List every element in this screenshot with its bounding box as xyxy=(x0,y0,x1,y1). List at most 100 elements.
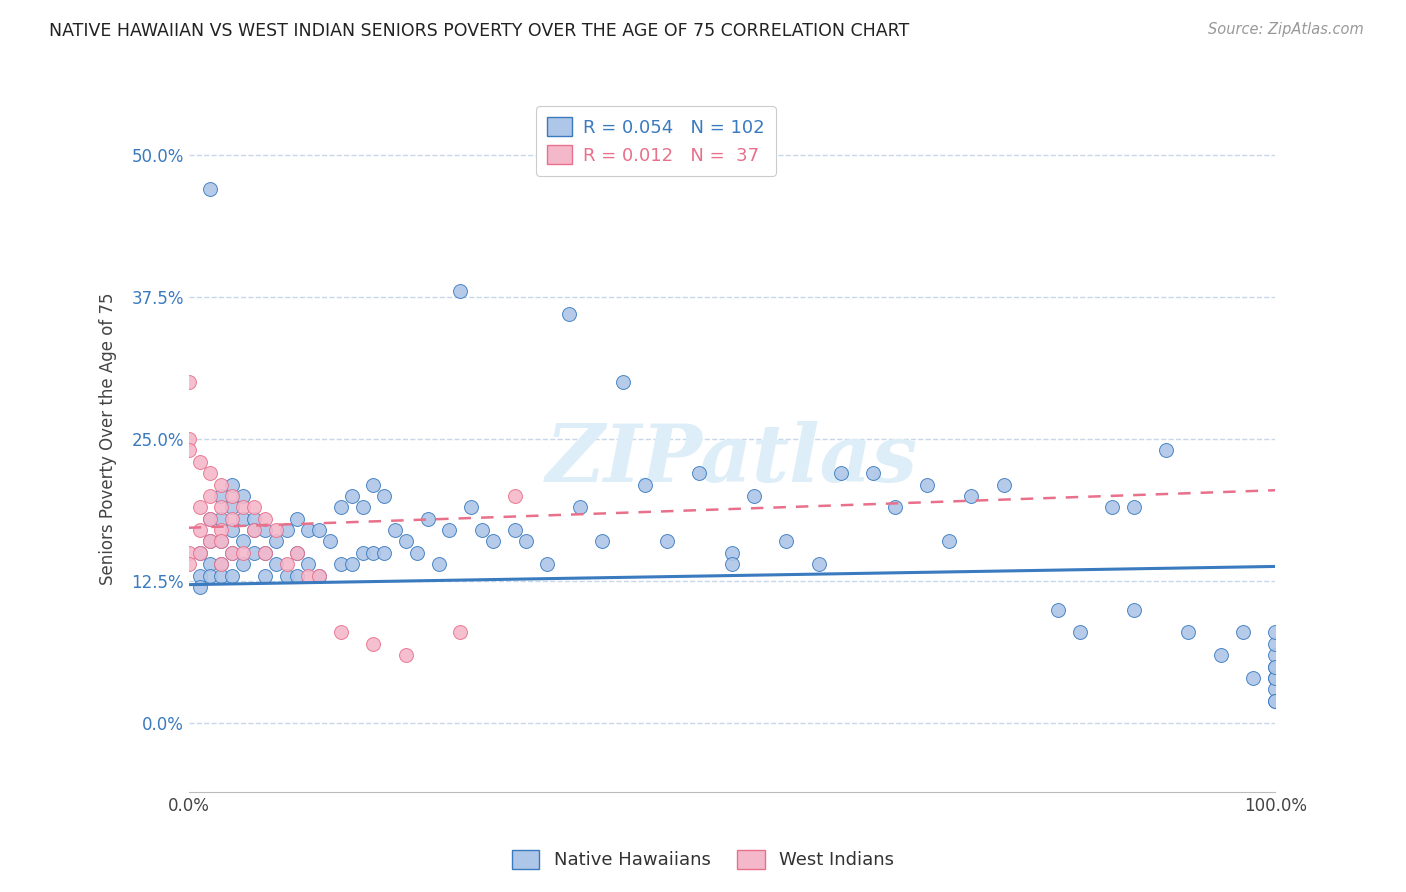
Point xyxy=(253,523,276,537)
Point xyxy=(209,534,232,549)
Point xyxy=(177,546,200,560)
Legend: Native Hawaiians, West Indians: Native Hawaiians, West Indians xyxy=(503,840,903,879)
Point xyxy=(297,523,319,537)
Point xyxy=(232,500,254,515)
Point xyxy=(449,625,471,640)
Point xyxy=(1122,500,1144,515)
Point xyxy=(373,489,395,503)
Point xyxy=(721,546,744,560)
Point xyxy=(188,500,211,515)
Point xyxy=(536,557,558,571)
Point xyxy=(340,489,363,503)
Point xyxy=(384,523,406,537)
Point xyxy=(688,466,710,480)
Point xyxy=(297,557,319,571)
Point xyxy=(515,534,537,549)
Point xyxy=(209,511,232,525)
Point xyxy=(427,557,450,571)
Point xyxy=(363,637,385,651)
Text: NATIVE HAWAIIAN VS WEST INDIAN SENIORS POVERTY OVER THE AGE OF 75 CORRELATION CH: NATIVE HAWAIIAN VS WEST INDIAN SENIORS P… xyxy=(49,22,910,40)
Point xyxy=(993,477,1015,491)
Point xyxy=(200,489,222,503)
Point xyxy=(363,546,385,560)
Point xyxy=(188,580,211,594)
Point xyxy=(243,546,266,560)
Point xyxy=(209,568,232,582)
Point xyxy=(200,182,222,196)
Point xyxy=(1264,671,1286,685)
Point xyxy=(221,546,243,560)
Point xyxy=(373,546,395,560)
Point xyxy=(200,568,222,582)
Text: ZIPatlas: ZIPatlas xyxy=(546,421,918,499)
Point xyxy=(243,511,266,525)
Point xyxy=(264,534,287,549)
Point xyxy=(188,546,211,560)
Point xyxy=(209,523,232,537)
Point xyxy=(287,511,309,525)
Point xyxy=(1101,500,1123,515)
Point xyxy=(329,500,352,515)
Point xyxy=(188,546,211,560)
Point xyxy=(221,568,243,582)
Point xyxy=(200,511,222,525)
Point xyxy=(276,523,298,537)
Point xyxy=(276,568,298,582)
Point xyxy=(1264,659,1286,673)
Point xyxy=(612,375,634,389)
Point xyxy=(742,489,765,503)
Point xyxy=(232,534,254,549)
Point xyxy=(460,500,482,515)
Point xyxy=(200,534,222,549)
Point xyxy=(352,546,374,560)
Point xyxy=(558,307,581,321)
Point xyxy=(232,557,254,571)
Point xyxy=(807,557,830,571)
Point xyxy=(253,568,276,582)
Point xyxy=(1177,625,1199,640)
Point xyxy=(1209,648,1232,663)
Point xyxy=(188,523,211,537)
Point xyxy=(200,557,222,571)
Point xyxy=(395,534,418,549)
Point xyxy=(209,557,232,571)
Point xyxy=(568,500,591,515)
Point xyxy=(960,489,983,503)
Point xyxy=(232,511,254,525)
Point xyxy=(363,477,385,491)
Point xyxy=(221,500,243,515)
Point xyxy=(591,534,613,549)
Point xyxy=(862,466,884,480)
Point xyxy=(200,534,222,549)
Point xyxy=(221,489,243,503)
Point xyxy=(221,546,243,560)
Point xyxy=(264,557,287,571)
Point xyxy=(287,568,309,582)
Point xyxy=(883,500,905,515)
Point xyxy=(352,500,374,515)
Point xyxy=(253,546,276,560)
Point xyxy=(938,534,960,549)
Point xyxy=(1046,602,1069,616)
Point xyxy=(329,625,352,640)
Point xyxy=(482,534,505,549)
Point xyxy=(1156,443,1178,458)
Point xyxy=(449,284,471,298)
Point xyxy=(177,557,200,571)
Point xyxy=(200,466,222,480)
Point xyxy=(287,546,309,560)
Point xyxy=(634,477,657,491)
Point xyxy=(297,568,319,582)
Point xyxy=(329,557,352,571)
Point xyxy=(406,546,429,560)
Point xyxy=(1264,682,1286,697)
Point xyxy=(1264,694,1286,708)
Point xyxy=(200,511,222,525)
Point xyxy=(221,523,243,537)
Point xyxy=(655,534,678,549)
Point xyxy=(416,511,439,525)
Text: Source: ZipAtlas.com: Source: ZipAtlas.com xyxy=(1208,22,1364,37)
Point xyxy=(232,489,254,503)
Legend: R = 0.054   N = 102, R = 0.012   N =  37: R = 0.054 N = 102, R = 0.012 N = 37 xyxy=(536,106,776,176)
Point xyxy=(1241,671,1264,685)
